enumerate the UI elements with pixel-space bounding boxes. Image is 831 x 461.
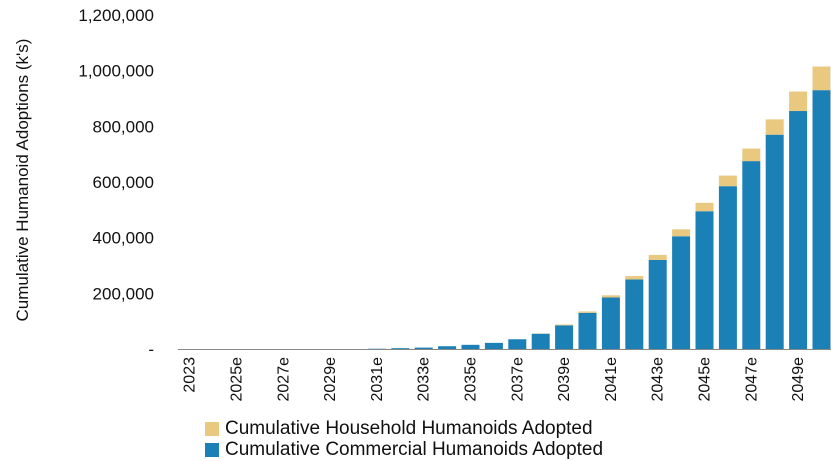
bar-household-2046e <box>719 176 737 187</box>
bar-household-2044e <box>672 229 690 236</box>
x-tick-label: 2031e <box>369 357 386 402</box>
bar-household-2042e <box>625 276 643 279</box>
y-tick-label: 200,000 <box>93 284 154 303</box>
legend: Cumulative Household Humanoids Adopted C… <box>205 418 603 460</box>
x-tick-label: 2025e <box>229 357 246 402</box>
bar-commercial-2049e <box>789 111 807 349</box>
bar-commercial-2040e <box>579 313 597 349</box>
bar-commercial-2043e <box>649 260 667 349</box>
x-tick-label: 2039e <box>556 357 573 402</box>
y-tick-label: 1,000,000 <box>78 62 154 81</box>
legend-item-household: Cumulative Household Humanoids Adopted <box>205 418 603 439</box>
x-tick-label: 2041e <box>603 357 620 402</box>
bar-commercial-2037e <box>508 339 526 349</box>
bar-commercial-2035e <box>462 345 480 349</box>
x-tick-label: 2027e <box>275 357 292 402</box>
legend-swatch-commercial <box>205 443 219 457</box>
y-tick-label: 600,000 <box>93 173 154 192</box>
y-tick-label: 800,000 <box>93 117 154 136</box>
bar-commercial-2045e <box>696 211 714 349</box>
bar-commercial-2046e <box>719 186 737 349</box>
x-tick-label: 2043e <box>650 357 667 402</box>
x-tick-label: 2037e <box>509 357 526 402</box>
bar-household-2049e <box>789 92 807 111</box>
bar-commercial-2044e <box>672 236 690 349</box>
bars <box>368 66 831 349</box>
bar-household-2039e <box>555 325 573 326</box>
bar-household-2043e <box>649 255 667 260</box>
bar-commercial-2048e <box>766 135 784 349</box>
legend-label-household: Cumulative Household Humanoids Adopted <box>225 418 593 440</box>
x-tick-label: 2035e <box>463 357 480 402</box>
x-tick-label: 2029e <box>322 357 339 402</box>
y-tick-label: 400,000 <box>93 229 154 248</box>
x-tick-label: 2049e <box>790 357 807 402</box>
x-tick-label: 2023 <box>182 357 199 393</box>
bar-commercial-2039e <box>555 325 573 349</box>
bar-household-2050e <box>813 66 831 90</box>
legend-swatch-household <box>205 422 219 436</box>
bar-commercial-2050e <box>813 90 831 349</box>
x-tick-label: 2045e <box>697 357 714 402</box>
bar-household-2041e <box>602 295 620 297</box>
bar-household-2047e <box>742 149 760 162</box>
y-tick-label: - <box>148 340 154 359</box>
bar-commercial-2033e <box>415 348 433 349</box>
legend-label-commercial: Cumulative Commercial Humanoids Adopted <box>225 439 603 461</box>
y-axis-label: Cumulative Humanoid Adoptions (k's) <box>13 39 32 322</box>
y-tick-label: 1,200,000 <box>78 6 154 25</box>
legend-item-commercial: Cumulative Commercial Humanoids Adopted <box>205 439 603 460</box>
bar-commercial-2034e <box>438 346 456 349</box>
bar-commercial-2032e <box>391 348 409 349</box>
x-tick-label: 2047e <box>743 357 760 402</box>
bar-commercial-2042e <box>625 279 643 349</box>
bar-commercial-2041e <box>602 298 620 349</box>
bar-commercial-2038e <box>532 334 550 349</box>
bar-household-2045e <box>696 203 714 211</box>
bar-household-2040e <box>579 311 597 312</box>
x-tick-labels: 2023 2025e 2027e 2029e 2031e 2033e 2035e 2037e 2… <box>182 357 807 402</box>
bar-commercial-2036e <box>485 343 503 349</box>
bar-household-2048e <box>766 119 784 134</box>
y-tick-labels: - 200,000 400,000 600,000 800,000 1,000,000 1,… <box>78 6 154 359</box>
x-tick-label: 2033e <box>416 357 433 402</box>
bar-commercial-2047e <box>742 161 760 349</box>
